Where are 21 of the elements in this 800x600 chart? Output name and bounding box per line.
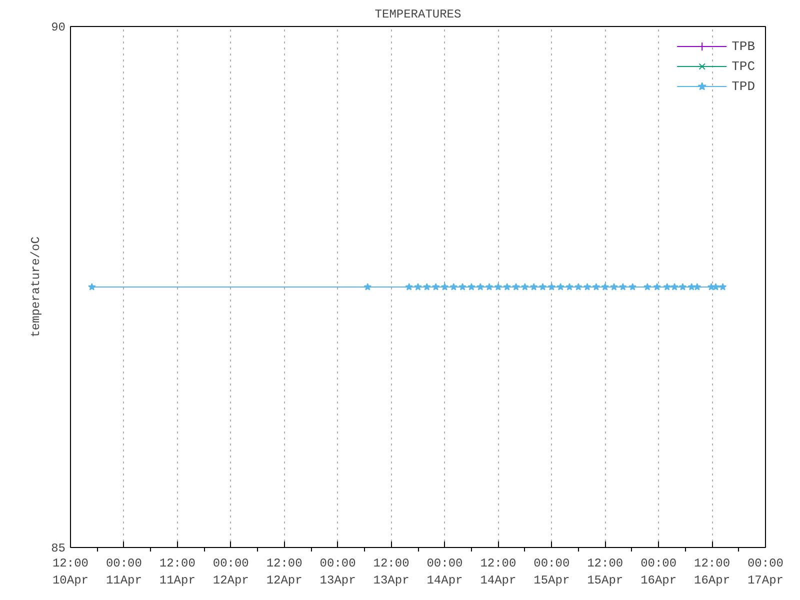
y-tick-label: 85 [51, 542, 66, 556]
x-tick-label: 00:00 16Apr [640, 556, 677, 588]
x-tick-label: 00:00 14Apr [426, 556, 463, 588]
chart-title: TEMPERATURES [374, 8, 462, 22]
y-axis-title: temperature/oC [29, 236, 44, 338]
x-tick-label: 12:00 13Apr [373, 556, 410, 588]
legend-label: TPB [732, 38, 755, 54]
x-tick-label: 12:00 14Apr [480, 556, 516, 588]
x-tick-label: 12:00 11Apr [159, 556, 196, 588]
x-tick-label: 00:00 12Apr [212, 556, 249, 588]
x-tick-label: 00:00 11Apr [106, 556, 142, 588]
legend-label: TPD [732, 78, 755, 94]
x-tick-label: 00:00 17Apr [747, 556, 784, 588]
x-tick-label: 12:00 12Apr [266, 556, 302, 588]
x-tick-label: 12:00 16Apr [694, 556, 730, 588]
x-tick-label: 00:00 13Apr [320, 556, 356, 588]
x-tick-label: 12:00 15Apr [587, 556, 624, 588]
x-tick-label: 12:00 10Apr [52, 556, 89, 588]
x-tick-label: 00:00 15Apr [534, 556, 570, 588]
y-tick-label: 90 [51, 20, 66, 34]
legend-label: TPC [732, 58, 755, 74]
